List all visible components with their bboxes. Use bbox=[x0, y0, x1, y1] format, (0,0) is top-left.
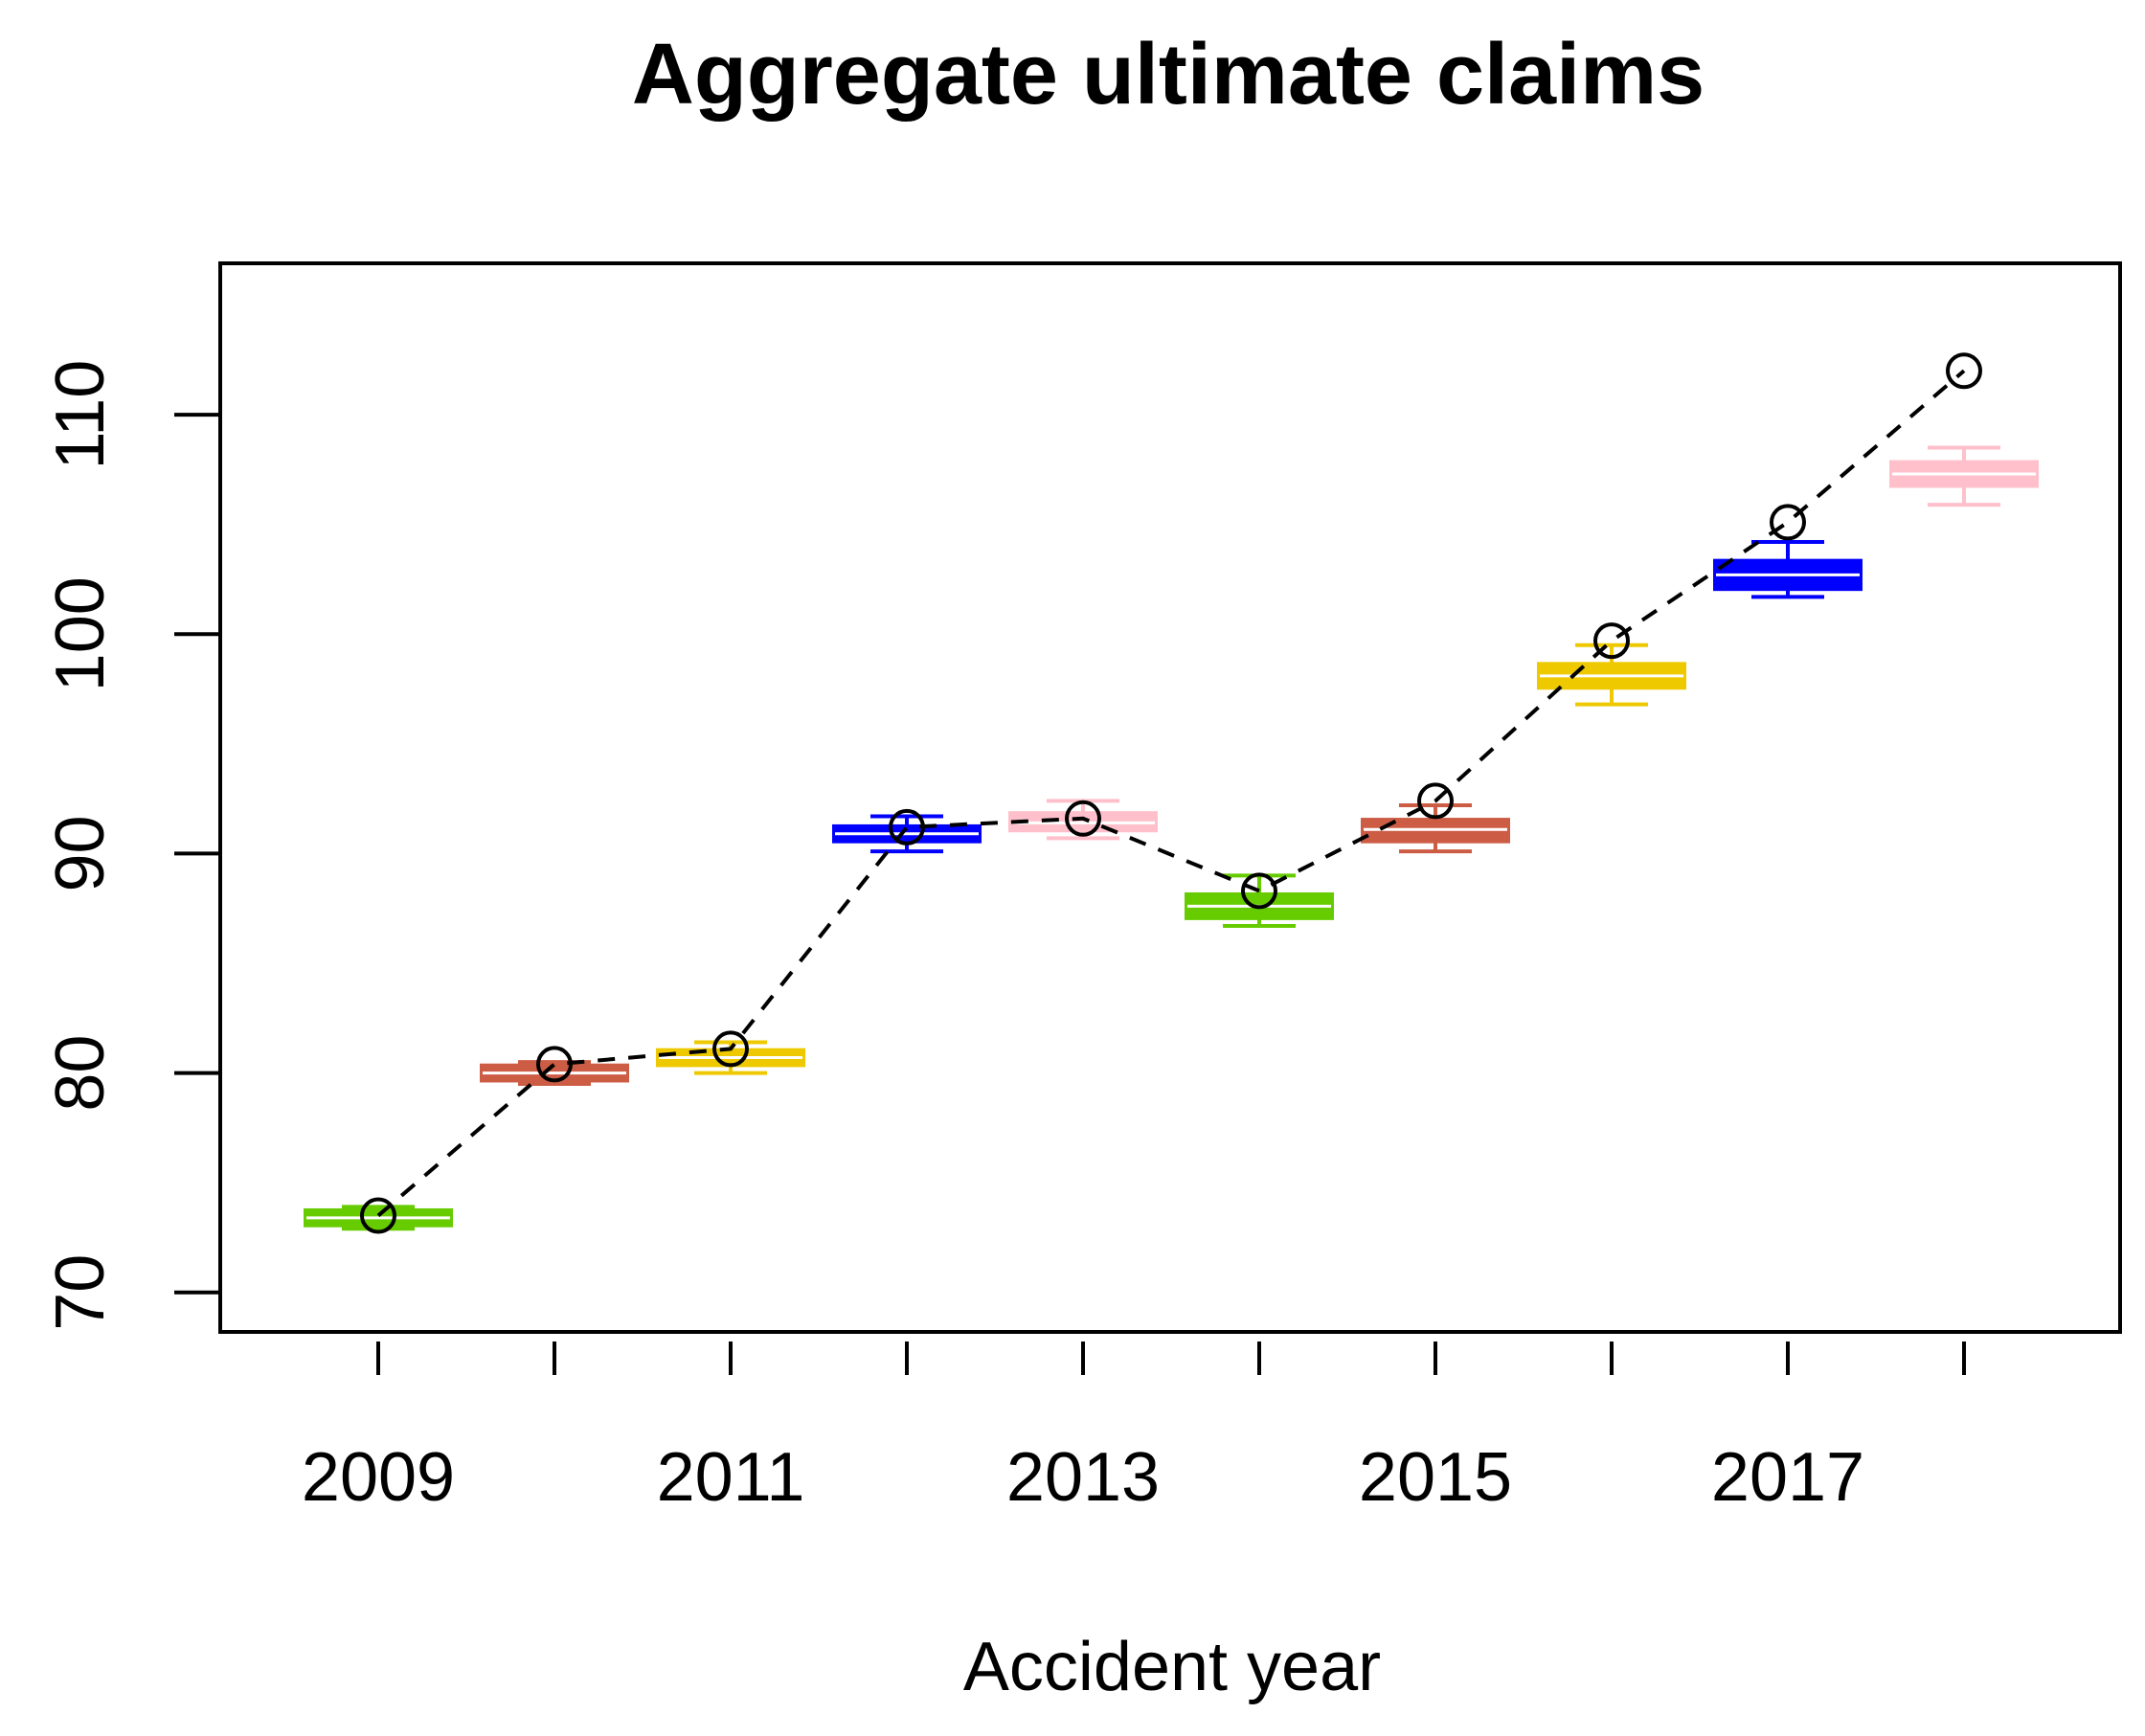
y-tick-label-90: 90 bbox=[42, 815, 119, 891]
boxplot-2018 bbox=[1889, 445, 2039, 507]
y-tick-label-80: 80 bbox=[42, 1035, 119, 1112]
point-2015 bbox=[1417, 782, 1454, 820]
y-tick-label-100: 100 bbox=[42, 576, 119, 691]
boxplot-2014 bbox=[1185, 873, 1334, 929]
boxplot-2015 bbox=[1361, 803, 1510, 854]
boxplot-2016 bbox=[1537, 643, 1686, 707]
x-tick-label-2011: 2011 bbox=[657, 1439, 805, 1516]
boxplot-2009 bbox=[304, 1205, 453, 1231]
y-tick-label-70: 70 bbox=[42, 1254, 119, 1331]
y-axis: 70 80 90 100 110 bbox=[42, 360, 220, 1331]
point-2013 bbox=[1065, 800, 1101, 837]
plot-frame bbox=[218, 261, 2122, 1334]
point-2018 bbox=[1946, 352, 1982, 390]
boxplot-2012 bbox=[832, 814, 982, 854]
point-2011 bbox=[712, 1030, 749, 1068]
x-axis-title: Accident year bbox=[963, 1629, 1381, 1705]
point-2017 bbox=[1770, 504, 1806, 541]
dashed-trend-line bbox=[376, 369, 1966, 1218]
point-2010 bbox=[536, 1046, 573, 1083]
points-line-layer bbox=[360, 352, 1982, 1234]
x-tick-label-2017: 2017 bbox=[1711, 1439, 1864, 1516]
boxplot-2017 bbox=[1713, 540, 1863, 599]
x-tick-label-2015: 2015 bbox=[1359, 1439, 1512, 1516]
boxplots-layer bbox=[304, 445, 2039, 1231]
point-2014 bbox=[1241, 872, 1277, 910]
y-tick-label-110: 110 bbox=[42, 360, 119, 470]
point-2012 bbox=[889, 808, 925, 845]
point-2016 bbox=[1593, 622, 1630, 660]
x-axis: 2009 2011 2013 2015 2017 bbox=[302, 1341, 1966, 1516]
x-tick-label-2013: 2013 bbox=[1006, 1439, 1160, 1516]
point-2009 bbox=[360, 1197, 396, 1234]
x-tick-label-2009: 2009 bbox=[302, 1439, 455, 1516]
chart-title: Aggregate ultimate claims bbox=[632, 27, 1705, 123]
